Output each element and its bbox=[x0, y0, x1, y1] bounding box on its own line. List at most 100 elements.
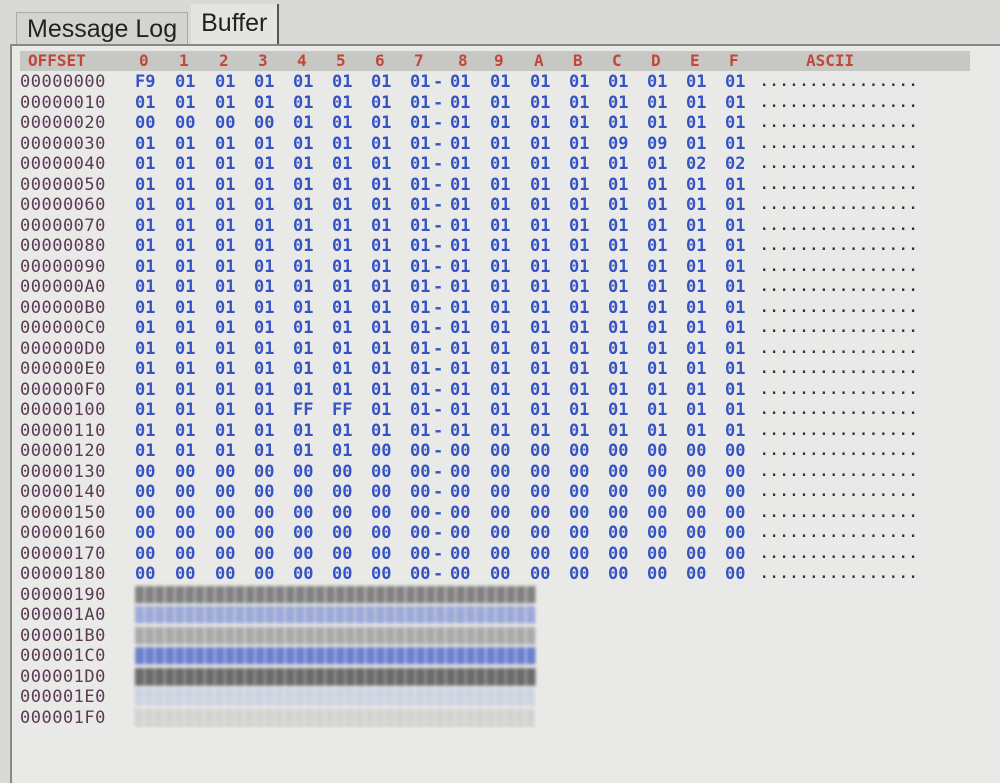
hex-byte[interactable]: 01 bbox=[450, 256, 471, 277]
hex-byte[interactable]: 01 bbox=[215, 215, 236, 236]
hex-row[interactable]: 00000120 01 01 01 01 01 01 00 00 00 00 00 00 00 00 00 00… bbox=[0, 441, 1000, 461]
hex-byte[interactable]: 02 bbox=[686, 154, 707, 174]
hex-byte[interactable]: 00 bbox=[135, 502, 156, 523]
hex-byte[interactable]: 01 bbox=[490, 256, 511, 277]
hex-byte[interactable]: 00 bbox=[647, 441, 668, 461]
hex-byte[interactable]: 01 bbox=[215, 420, 236, 441]
hex-byte[interactable]: 01 bbox=[725, 92, 746, 113]
hex-byte[interactable]: 01 bbox=[686, 277, 707, 297]
hex-byte[interactable]: 01 bbox=[254, 277, 275, 297]
hex-byte[interactable]: 00 bbox=[490, 482, 511, 502]
hex-row[interactable]: 00000190 ▓▓▓▓▓▓▓▓▓▓▓▓▓▓▓▓▓▓▓▓▓▓▓▓▓▓▓▓▓▓▓▓… bbox=[0, 585, 1000, 605]
hex-byte[interactable]: 01 bbox=[215, 174, 236, 195]
hex-byte[interactable]: 01 bbox=[332, 359, 353, 379]
hex-byte[interactable]: 00 bbox=[254, 482, 275, 502]
hex-byte[interactable]: 01 bbox=[371, 338, 392, 359]
hex-byte[interactable]: 01 bbox=[450, 92, 471, 113]
hex-byte[interactable]: 01 bbox=[135, 379, 156, 400]
hex-byte[interactable]: 01 bbox=[135, 215, 156, 236]
hex-byte[interactable]: 01 bbox=[371, 318, 392, 338]
hex-row[interactable]: 00000050 01 01 01 01 01 01 01 01 01 01 01 01 01 01 01 01… bbox=[0, 175, 1000, 195]
hex-byte[interactable]: 01 bbox=[410, 379, 431, 400]
hex-byte[interactable]: 01 bbox=[254, 318, 275, 338]
hex-byte[interactable]: 01 bbox=[410, 338, 431, 359]
hex-byte[interactable]: 00 bbox=[254, 523, 275, 543]
hex-byte[interactable]: 00 bbox=[725, 523, 746, 543]
hex-byte[interactable]: 01 bbox=[490, 195, 511, 215]
hex-byte[interactable]: 01 bbox=[254, 133, 275, 154]
hex-byte[interactable]: 00 bbox=[332, 482, 353, 502]
hex-byte[interactable]: 00 bbox=[175, 523, 196, 543]
hex-byte[interactable]: 01 bbox=[410, 133, 431, 154]
hex-byte[interactable]: 01 bbox=[608, 92, 629, 113]
hex-row[interactable]: 000000F0 01 01 01 01 01 01 01 01 01 01 01 01 01 01 01 01… bbox=[0, 380, 1000, 400]
hex-byte[interactable]: 00 bbox=[725, 543, 746, 564]
hex-byte[interactable]: 01 bbox=[254, 420, 275, 441]
hex-byte[interactable]: 01 bbox=[686, 133, 707, 154]
hex-byte[interactable]: 01 bbox=[686, 256, 707, 277]
hex-byte[interactable]: 01 bbox=[725, 379, 746, 400]
hex-byte[interactable]: 01 bbox=[410, 195, 431, 215]
hex-byte[interactable]: 01 bbox=[450, 174, 471, 195]
hex-byte[interactable]: 01 bbox=[725, 420, 746, 441]
hex-byte[interactable]: 01 bbox=[175, 195, 196, 215]
hex-byte[interactable]: 01 bbox=[490, 154, 511, 174]
hex-byte[interactable]: 01 bbox=[332, 236, 353, 256]
hex-byte[interactable]: 00 bbox=[647, 523, 668, 543]
hex-byte[interactable]: 01 bbox=[647, 277, 668, 297]
hex-row[interactable]: 00000110 01 01 01 01 01 01 01 01 01 01 01 01 01 01 01 01… bbox=[0, 421, 1000, 441]
hex-byte[interactable]: 01 bbox=[215, 133, 236, 154]
hex-byte[interactable]: 01 bbox=[608, 420, 629, 441]
hex-row[interactable]: 00000140 00 00 00 00 00 00 00 00 00 00 00 00 00 00 00 00… bbox=[0, 482, 1000, 502]
hex-byte[interactable]: 00 bbox=[490, 543, 511, 564]
hex-byte[interactable]: 01 bbox=[569, 215, 590, 236]
hex-byte[interactable]: 00 bbox=[215, 113, 236, 133]
hex-byte[interactable]: 01 bbox=[293, 441, 314, 461]
hex-byte[interactable]: 01 bbox=[254, 297, 275, 318]
hex-byte[interactable]: 01 bbox=[293, 215, 314, 236]
hex-byte[interactable]: 01 bbox=[608, 174, 629, 195]
hex-byte[interactable]: 01 bbox=[725, 297, 746, 318]
hex-byte[interactable]: 01 bbox=[410, 318, 431, 338]
hex-byte[interactable]: 01 bbox=[450, 277, 471, 297]
hex-byte[interactable]: 01 bbox=[175, 154, 196, 174]
hex-row[interactable]: 00000130 00 00 00 00 00 00 00 00 00 00 00 00 00 00 00 00… bbox=[0, 462, 1000, 482]
tab-buffer[interactable]: Buffer bbox=[191, 4, 280, 44]
hex-byte[interactable]: 01 bbox=[135, 318, 156, 338]
hex-byte[interactable]: FF bbox=[332, 400, 353, 420]
hex-byte[interactable]: 01 bbox=[371, 379, 392, 400]
hex-byte[interactable]: 01 bbox=[686, 92, 707, 113]
hex-byte[interactable]: 01 bbox=[530, 92, 551, 113]
hex-byte[interactable]: 00 bbox=[450, 502, 471, 523]
hex-byte[interactable]: 00 bbox=[332, 543, 353, 564]
hex-byte[interactable]: 01 bbox=[175, 297, 196, 318]
hex-byte[interactable]: 00 bbox=[175, 113, 196, 133]
hex-byte[interactable]: 00 bbox=[135, 113, 156, 133]
hex-byte[interactable]: 00 bbox=[490, 564, 511, 584]
hex-byte[interactable]: 01 bbox=[569, 420, 590, 441]
hex-byte[interactable]: 01 bbox=[608, 318, 629, 338]
hex-byte[interactable]: 01 bbox=[371, 420, 392, 441]
hex-byte[interactable]: 01 bbox=[175, 236, 196, 256]
hex-byte[interactable]: 00 bbox=[450, 523, 471, 543]
hex-byte[interactable]: 01 bbox=[647, 154, 668, 174]
hex-byte[interactable]: 01 bbox=[215, 400, 236, 420]
hex-byte[interactable]: 01 bbox=[371, 72, 392, 92]
hex-byte[interactable]: 01 bbox=[332, 420, 353, 441]
hex-byte[interactable]: 00 bbox=[569, 564, 590, 584]
hex-byte[interactable]: 01 bbox=[215, 379, 236, 400]
hex-byte[interactable]: 00 bbox=[569, 461, 590, 482]
hex-byte[interactable]: 01 bbox=[725, 215, 746, 236]
hex-byte[interactable]: 01 bbox=[332, 379, 353, 400]
hex-byte[interactable]: 01 bbox=[647, 215, 668, 236]
hex-byte[interactable]: 01 bbox=[686, 297, 707, 318]
hex-byte[interactable]: 01 bbox=[410, 113, 431, 133]
hex-byte[interactable]: 00 bbox=[254, 564, 275, 584]
hex-byte[interactable]: 01 bbox=[530, 72, 551, 92]
hex-byte[interactable]: 01 bbox=[175, 318, 196, 338]
hex-byte[interactable]: 00 bbox=[686, 482, 707, 502]
hex-byte[interactable]: 01 bbox=[293, 297, 314, 318]
hex-byte[interactable]: 01 bbox=[215, 359, 236, 379]
hex-byte[interactable]: 01 bbox=[135, 420, 156, 441]
hex-byte[interactable]: 00 bbox=[175, 543, 196, 564]
